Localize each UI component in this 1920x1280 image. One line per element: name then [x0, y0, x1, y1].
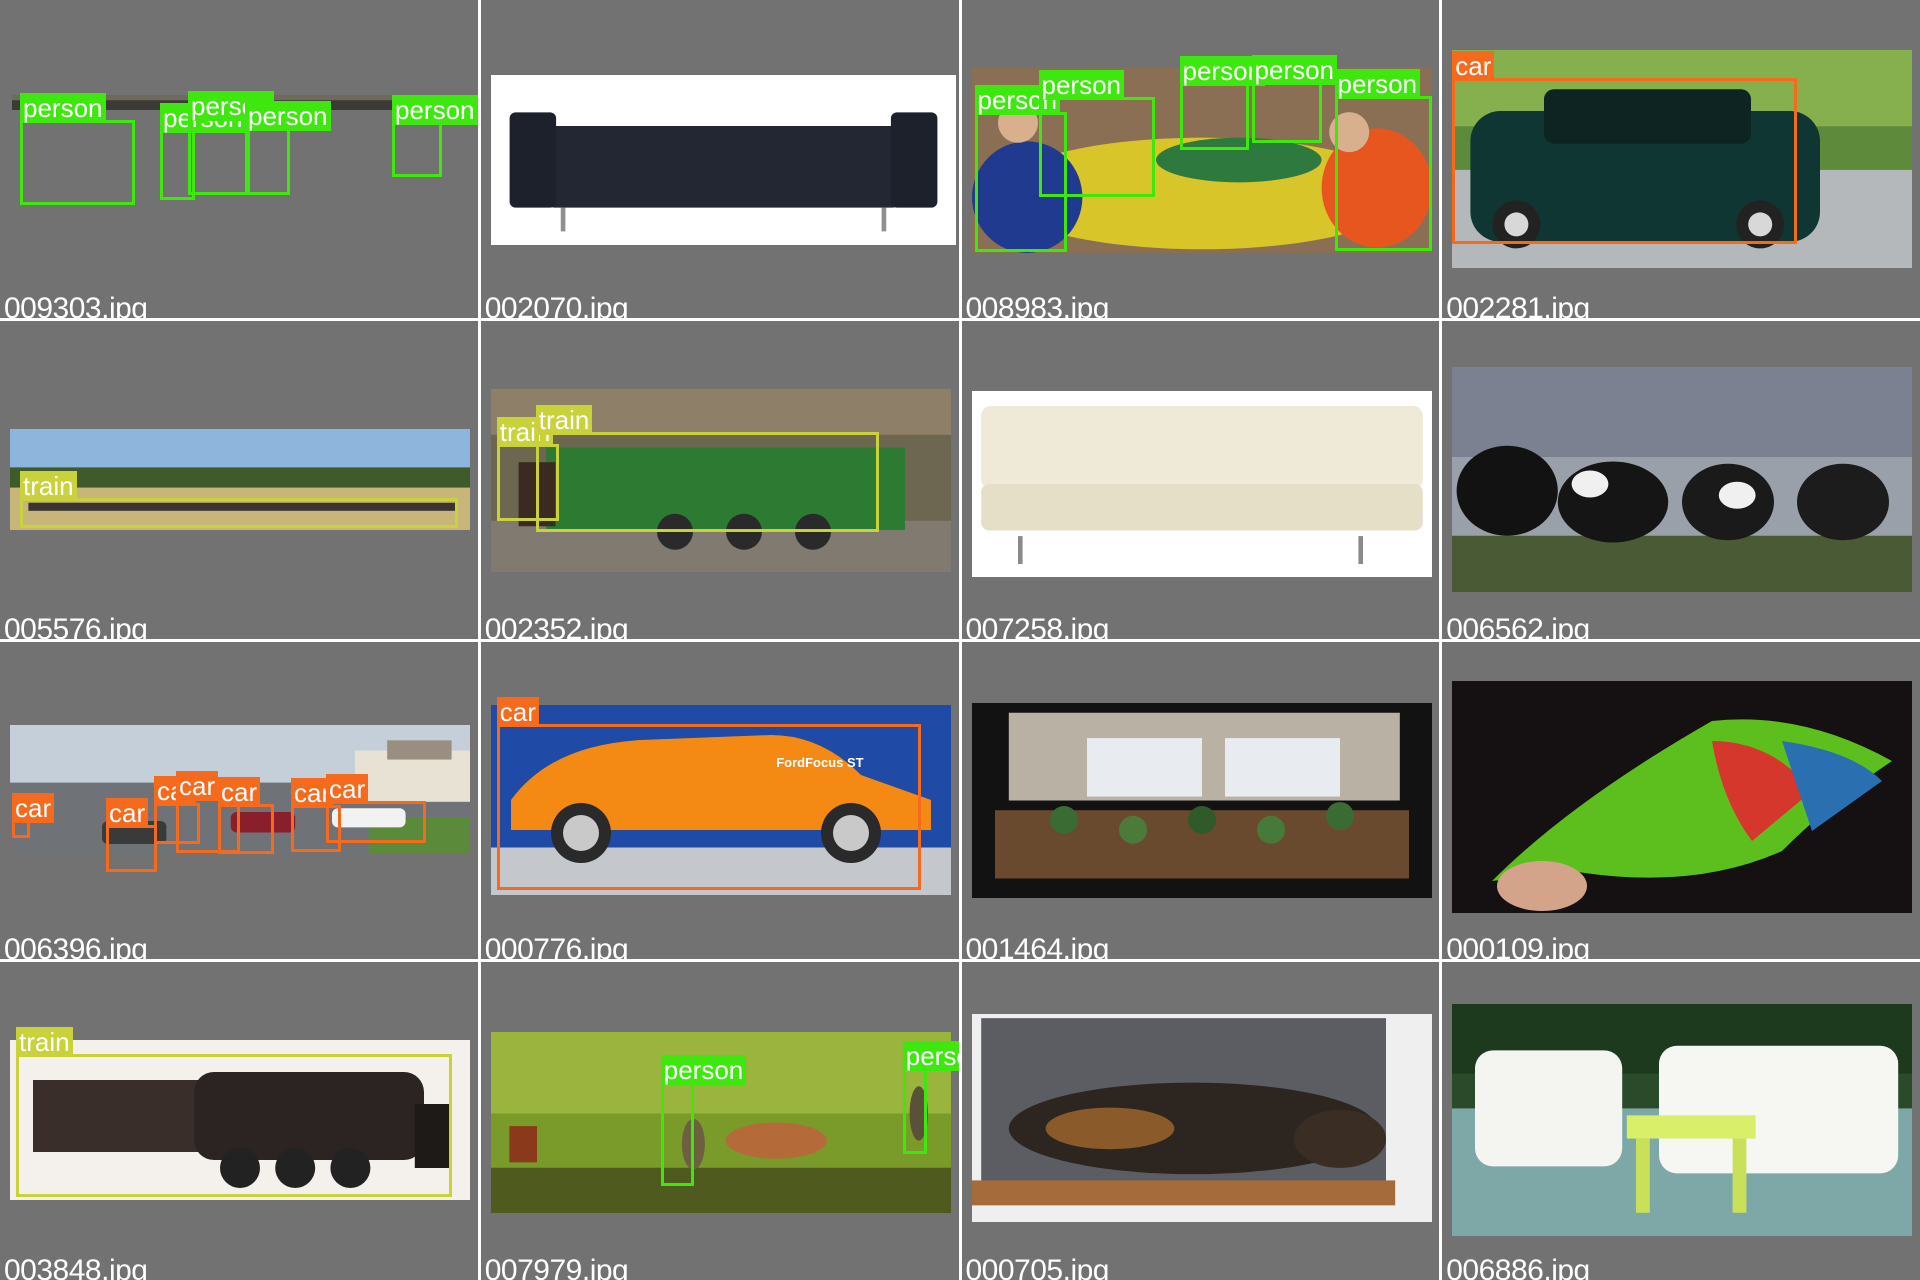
image-filename: 002352.jpg	[484, 612, 629, 639]
car-bounding-box: car	[326, 773, 426, 843]
detection-label: person	[1251, 55, 1337, 85]
sleeping-cat-scene	[971, 1014, 1432, 1223]
street-cars-scene	[10, 724, 470, 853]
train-bounding-box: train	[16, 1027, 452, 1198]
image-filename: 009303.jpg	[4, 291, 148, 318]
image-filename: 002070.jpg	[484, 291, 629, 318]
mosaic-tile: 001464.jpg	[961, 641, 1440, 960]
mosaic-tile: train 005576.jpg	[0, 320, 478, 639]
train-bounding-box: train	[20, 470, 458, 528]
image-filename: 005576.jpg	[4, 612, 148, 639]
image-filename: 002281.jpg	[1446, 291, 1590, 318]
image-filename: 006396.jpg	[4, 933, 148, 960]
car-bounding-box: car	[106, 797, 157, 872]
tile-photo	[490, 75, 956, 245]
person-bounding-box: person	[660, 1055, 747, 1187]
image-filename: 000776.jpg	[484, 933, 629, 960]
car-bounding-box: car	[176, 770, 240, 853]
brand-text: FordFocus ST	[776, 755, 863, 770]
image-filename: 006562.jpg	[1446, 612, 1590, 639]
dark-sofa-scene	[490, 75, 956, 245]
tile-photo	[971, 390, 1432, 577]
car-bounding-box: car	[1452, 51, 1798, 244]
detection-label: car	[12, 792, 55, 823]
person-bounding-box: person	[1179, 56, 1265, 150]
parrot-wing-scene	[1452, 680, 1913, 913]
mosaic-tile: train 003848.jpg	[0, 962, 478, 1280]
car-bounding-box: car	[12, 792, 55, 838]
mosaic-tile: 006886.jpg	[1442, 962, 1920, 1280]
potted-plants-scene	[971, 702, 1432, 898]
mosaic-tile: train train 002352.jpg	[480, 320, 959, 639]
image-filename: 000705.jpg	[965, 1254, 1110, 1280]
detection-label: car	[1452, 51, 1495, 81]
mosaic-tile: 002070.jpg	[480, 0, 959, 318]
white-sofa-scene	[971, 390, 1432, 577]
mosaic-tile: personpersonpersonpersonperson009303.jpg	[0, 0, 478, 318]
detection-label: car	[218, 776, 261, 807]
detection-label: person	[20, 93, 106, 123]
person-bounding-box: person	[392, 95, 478, 177]
person-bounding-box: person	[1334, 69, 1432, 251]
tile-photo	[1452, 50, 1913, 268]
mosaic-tile: 006562.jpg	[1442, 320, 1920, 639]
tile-photo	[971, 702, 1432, 898]
tile-photo	[1452, 680, 1913, 913]
mosaic-tile: carcarcarcarcarcarcar006396.jpg	[0, 641, 478, 960]
mosaic-tile: person person person person person 008983.jpg	[961, 0, 1440, 318]
car-bounding-box: car	[496, 696, 921, 890]
tile-photo: FordFocus ST	[490, 704, 951, 895]
detection-label: person	[245, 101, 331, 131]
mosaic-tile: 000705.jpg	[961, 962, 1440, 1280]
mosaic-tile: car 002281.jpg	[1442, 0, 1920, 318]
detection-label: person	[660, 1055, 747, 1086]
image-filename: 003848.jpg	[4, 1254, 148, 1280]
mosaic-tile: FordFocus ST car 000776.jpg	[480, 641, 959, 960]
train-bounding-box: train	[535, 404, 879, 532]
detection-label: train	[16, 1027, 73, 1058]
mosaic-tile: 000109.jpg	[1442, 641, 1920, 960]
image-filename: 008983.jpg	[965, 291, 1110, 318]
detection-label: car	[176, 770, 219, 801]
landscape-train-scene	[10, 428, 470, 530]
white-chairs-scene	[1452, 1004, 1913, 1237]
image-filename: 007979.jpg	[484, 1254, 629, 1280]
detection-label: person	[1038, 70, 1124, 100]
person-bounding-box: person	[188, 91, 274, 195]
tile-photo	[971, 1014, 1432, 1223]
mini-car-scene	[1452, 50, 1913, 268]
detection-label: person	[1334, 69, 1420, 99]
mosaic-tile: 007258.jpg	[961, 320, 1440, 639]
person-bounding-box: person	[20, 93, 135, 205]
orange-car-scene: FordFocus ST	[490, 704, 951, 895]
detection-label: car	[326, 773, 369, 804]
detection-label: car	[496, 696, 539, 727]
image-filename: 000109.jpg	[1446, 933, 1590, 960]
detection-label: person	[902, 1041, 959, 1072]
detection-label: train	[20, 470, 77, 501]
cows-field-scene	[1452, 366, 1913, 592]
person-bounding-box: person	[1038, 70, 1155, 197]
detection-label: train	[535, 404, 593, 435]
person-bounding-box: person	[1251, 55, 1337, 143]
tile-photo	[10, 724, 470, 853]
tile-photo	[10, 1040, 470, 1201]
car-bounding-box: car	[218, 776, 274, 854]
tile-photo	[1452, 366, 1913, 592]
image-filename: 006886.jpg	[1446, 1254, 1590, 1280]
mosaic-tile: person person 007979.jpg	[480, 962, 959, 1280]
detection-label: person	[1179, 56, 1265, 86]
person-bounding-box: person	[245, 101, 331, 195]
black-locomotive-scene	[10, 1040, 470, 1201]
tile-photo	[10, 428, 470, 530]
detection-label: person	[392, 95, 478, 125]
detection-label: car	[106, 797, 149, 828]
person-bounding-box: person	[902, 1041, 959, 1155]
image-filename: 007258.jpg	[965, 612, 1110, 639]
image-filename: 001464.jpg	[965, 933, 1110, 960]
tile-photo	[1452, 1004, 1913, 1237]
